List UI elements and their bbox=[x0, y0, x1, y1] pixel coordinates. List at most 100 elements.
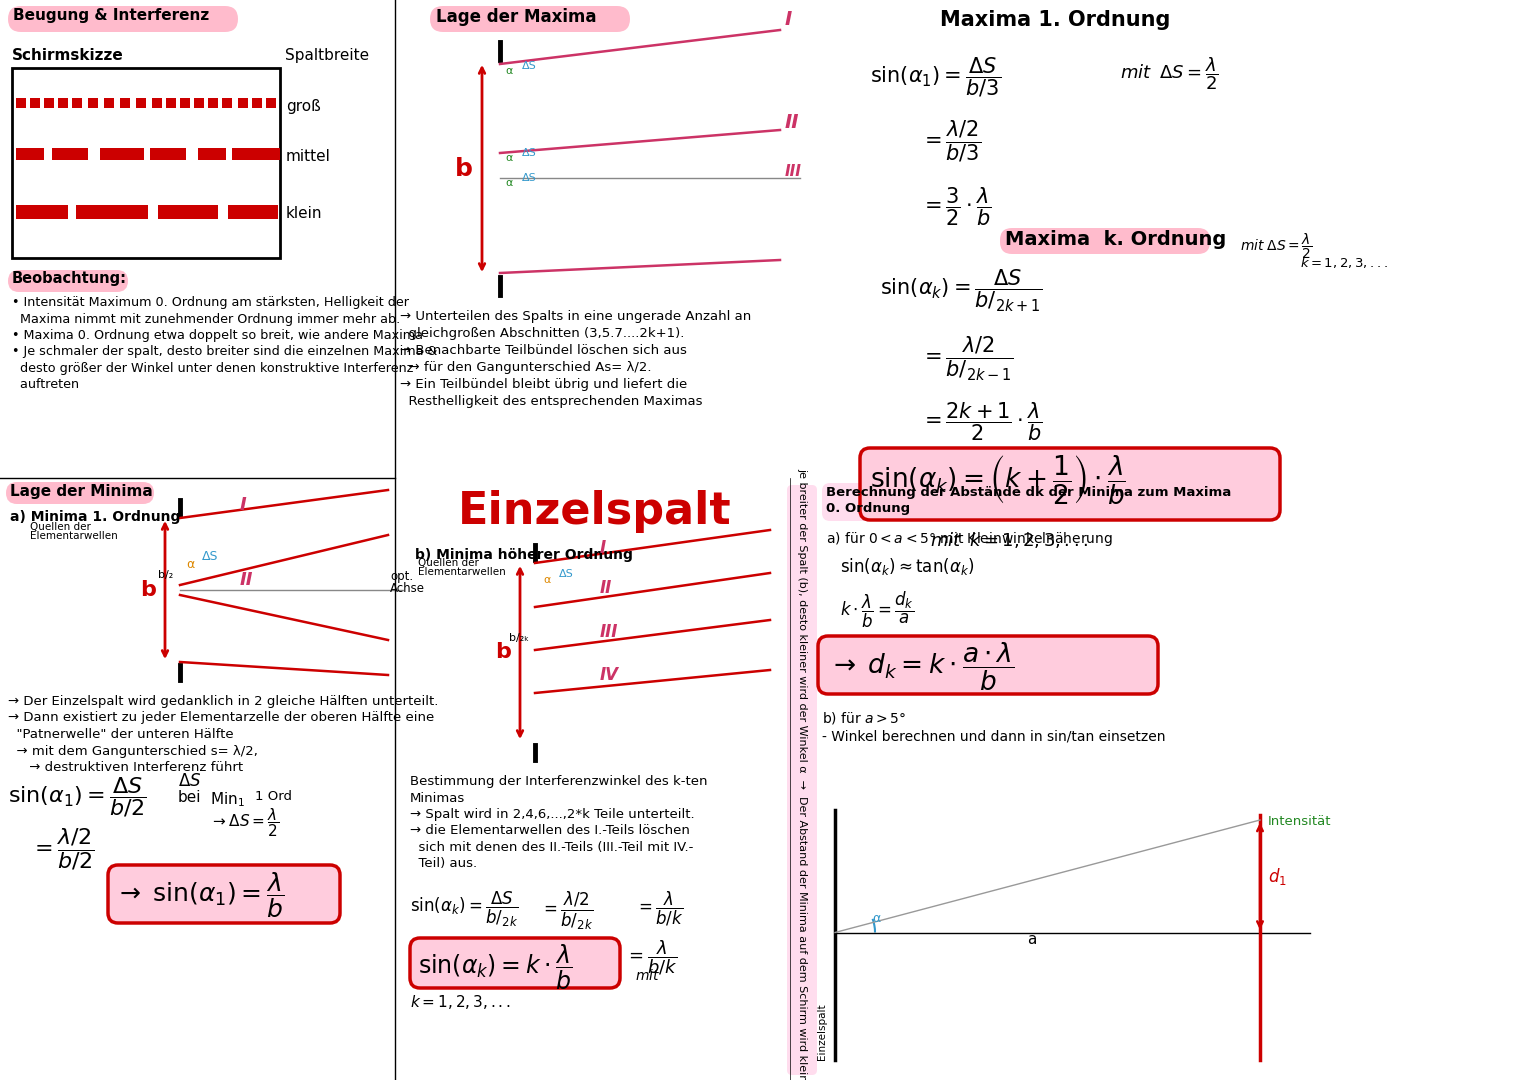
Text: b: b bbox=[496, 643, 511, 662]
Text: IV: IV bbox=[599, 666, 619, 684]
Text: a) für $0 < a < 5°$ mit Kleinwinkelnäherung: a) für $0 < a < 5°$ mit Kleinwinkelnäher… bbox=[827, 530, 1113, 548]
Text: Lage der Maxima: Lage der Maxima bbox=[436, 8, 596, 26]
Text: Achse: Achse bbox=[390, 582, 425, 595]
Text: Min$_1$: Min$_1$ bbox=[210, 789, 246, 809]
Bar bbox=[88, 98, 98, 108]
Text: $\sin(\alpha_k) = \dfrac{\Delta S}{b/_{2k+1}}$: $\sin(\alpha_k) = \dfrac{\Delta S}{b/_{2… bbox=[880, 268, 1043, 314]
Text: $\rightarrow \; d_k = k \cdot \dfrac{a \cdot \lambda}{b}$: $\rightarrow \; d_k = k \cdot \dfrac{a \… bbox=[828, 642, 1014, 693]
Text: → Dann existiert zu jeder Elementarzelle der oberen Hälfte eine: → Dann existiert zu jeder Elementarzelle… bbox=[8, 712, 435, 725]
Text: Quellen der: Quellen der bbox=[30, 522, 92, 532]
Text: III: III bbox=[785, 164, 802, 179]
Bar bbox=[180, 98, 191, 108]
Bar bbox=[149, 148, 186, 160]
Text: ΔS: ΔS bbox=[560, 569, 573, 579]
Text: mittel: mittel bbox=[287, 149, 331, 164]
Bar bbox=[152, 98, 162, 108]
Text: - Winkel berechnen und dann in sin/tan einsetzen: - Winkel berechnen und dann in sin/tan e… bbox=[822, 730, 1165, 744]
Text: $\sin(\alpha_k) = k \cdot \dfrac{\lambda}{b}$: $\sin(\alpha_k) = k \cdot \dfrac{\lambda… bbox=[418, 943, 572, 993]
Text: • Maxima 0. Ordnung etwa doppelt so breit, wie andere Maxima: • Maxima 0. Ordnung etwa doppelt so brei… bbox=[12, 329, 422, 342]
Bar bbox=[15, 205, 69, 219]
Text: $d_1$: $d_1$ bbox=[1267, 866, 1287, 887]
FancyBboxPatch shape bbox=[787, 485, 817, 1075]
Text: ΔS: ΔS bbox=[522, 173, 537, 183]
Text: $= \dfrac{3}{2} \cdot \dfrac{\lambda}{b}$: $= \dfrac{3}{2} \cdot \dfrac{\lambda}{b}… bbox=[920, 185, 991, 228]
Text: → destruktiven Interferenz führt: → destruktiven Interferenz führt bbox=[8, 761, 242, 774]
Bar bbox=[12, 68, 281, 258]
Text: $= \dfrac{\lambda}{b/k}$: $= \dfrac{\lambda}{b/k}$ bbox=[634, 890, 683, 928]
Text: • Je schmaler der spalt, desto breiter sind die einzelnen Maxima &: • Je schmaler der spalt, desto breiter s… bbox=[12, 346, 438, 359]
Text: a: a bbox=[1026, 932, 1037, 947]
Text: ΔS: ΔS bbox=[522, 60, 537, 71]
Text: a) Minima 1. Ordnung: a) Minima 1. Ordnung bbox=[11, 510, 180, 524]
Text: $\sin(\alpha_1) = \dfrac{\Delta S}{b/2}$: $\sin(\alpha_1) = \dfrac{\Delta S}{b/2}$ bbox=[8, 775, 146, 819]
Text: $\sin(\alpha_k) = \left(k + \dfrac{1}{2}\right) \cdot \dfrac{\lambda}{b}$: $\sin(\alpha_k) = \left(k + \dfrac{1}{2}… bbox=[869, 453, 1125, 507]
Text: sich mit denen des II.-Teils (III.-Teil mit IV.-: sich mit denen des II.-Teils (III.-Teil … bbox=[410, 841, 694, 854]
Text: α: α bbox=[505, 153, 512, 163]
Bar bbox=[101, 148, 143, 160]
Bar bbox=[104, 98, 114, 108]
Bar bbox=[229, 205, 278, 219]
Text: Einzelspalt: Einzelspalt bbox=[458, 490, 732, 534]
Text: Lage der Minima: Lage der Minima bbox=[11, 484, 152, 499]
Bar bbox=[159, 205, 218, 219]
Text: Schirmskizze: Schirmskizze bbox=[12, 48, 124, 63]
Text: auftreten: auftreten bbox=[12, 378, 79, 391]
Text: II: II bbox=[785, 113, 799, 132]
FancyBboxPatch shape bbox=[6, 482, 154, 504]
FancyBboxPatch shape bbox=[822, 483, 1202, 521]
Text: $k = 1,2,3,...$: $k = 1,2,3,...$ bbox=[410, 993, 511, 1011]
Bar bbox=[44, 98, 53, 108]
FancyBboxPatch shape bbox=[108, 865, 340, 923]
Text: $mit \;\; \Delta S = \dfrac{\lambda}{2}$: $mit \;\; \Delta S = \dfrac{\lambda}{2}$ bbox=[1119, 55, 1218, 92]
Text: Beobachtung:: Beobachtung: bbox=[12, 271, 127, 286]
Text: groß: groß bbox=[287, 99, 320, 114]
Text: b) Minima höherer Ordnung: b) Minima höherer Ordnung bbox=[415, 548, 633, 562]
Text: • Intensität Maximum 0. Ordnung am stärksten, Helligkeit der: • Intensität Maximum 0. Ordnung am stärk… bbox=[12, 296, 409, 309]
Bar bbox=[268, 148, 281, 160]
Text: Resthelligkeit des entsprechenden Maximas: Resthelligkeit des entsprechenden Maxima… bbox=[400, 395, 703, 408]
Text: b: b bbox=[454, 157, 473, 180]
Text: → Der Einzelspalt wird gedanklich in 2 gleiche Hälften unterteilt.: → Der Einzelspalt wird gedanklich in 2 g… bbox=[8, 696, 438, 708]
Bar bbox=[76, 205, 148, 219]
Text: → die Elementarwellen des I.-Teils löschen: → die Elementarwellen des I.-Teils lösch… bbox=[410, 824, 689, 837]
Text: b/₂ₖ: b/₂ₖ bbox=[509, 633, 529, 643]
Text: Einzelspalt: Einzelspalt bbox=[817, 1003, 827, 1059]
FancyBboxPatch shape bbox=[817, 636, 1157, 694]
Bar bbox=[238, 98, 249, 108]
Text: $mit \;\Delta S{=}\dfrac{\lambda}{2}$: $mit \;\Delta S{=}\dfrac{\lambda}{2}$ bbox=[1240, 232, 1313, 261]
Text: ΔS: ΔS bbox=[201, 550, 218, 563]
Text: klein: klein bbox=[287, 206, 322, 221]
Text: → für den Gangunterschied As= λ/2.: → für den Gangunterschied As= λ/2. bbox=[400, 361, 651, 374]
Text: desto größer der Winkel unter denen konstruktive Interferenz: desto größer der Winkel unter denen kons… bbox=[12, 362, 413, 375]
Text: $= \dfrac{\lambda/2}{b/_{2k}}$: $= \dfrac{\lambda/2}{b/_{2k}}$ bbox=[540, 890, 593, 932]
Text: α: α bbox=[505, 178, 512, 188]
Text: Beugung & Interferenz: Beugung & Interferenz bbox=[14, 8, 209, 23]
Bar bbox=[223, 98, 232, 108]
Bar bbox=[265, 98, 276, 108]
Text: Elementarwellen: Elementarwellen bbox=[30, 531, 117, 541]
Text: Spaltbreite: Spaltbreite bbox=[285, 48, 369, 63]
Text: $\sin(\alpha_k) = \dfrac{\Delta S}{b/_{2k}}$: $\sin(\alpha_k) = \dfrac{\Delta S}{b/_{2… bbox=[410, 890, 518, 929]
Text: α: α bbox=[505, 66, 512, 76]
Text: $k{=}1,2,3,...$: $k{=}1,2,3,...$ bbox=[1299, 255, 1388, 270]
Text: III: III bbox=[599, 623, 618, 642]
Text: b: b bbox=[140, 580, 156, 600]
Text: I: I bbox=[599, 539, 605, 557]
FancyBboxPatch shape bbox=[8, 6, 238, 32]
Text: Berechnung der Abstände dk der Minima zum Maxima: Berechnung der Abstände dk der Minima zu… bbox=[827, 486, 1231, 499]
Text: "Patnerwelle" der unteren Hälfte: "Patnerwelle" der unteren Hälfte bbox=[8, 728, 233, 741]
Text: α: α bbox=[543, 575, 551, 585]
Text: $= \dfrac{\lambda}{b/k}$: $= \dfrac{\lambda}{b/k}$ bbox=[625, 939, 677, 976]
Text: $\sin(\alpha_k) \approx \tan(\alpha_k)$: $\sin(\alpha_k) \approx \tan(\alpha_k)$ bbox=[840, 556, 974, 577]
Text: b) für $a > 5°$: b) für $a > 5°$ bbox=[822, 710, 906, 726]
Text: je breiter der Spalt (b), desto kleiner wird der Winkel α  →  Der Abstand der Mi: je breiter der Spalt (b), desto kleiner … bbox=[798, 468, 807, 1080]
Text: $= \dfrac{\lambda/2}{b/3}$: $= \dfrac{\lambda/2}{b/3}$ bbox=[920, 118, 981, 163]
Bar bbox=[166, 98, 175, 108]
FancyBboxPatch shape bbox=[860, 448, 1279, 519]
Text: $= \dfrac{\lambda/2}{b/2}$: $= \dfrac{\lambda/2}{b/2}$ bbox=[30, 826, 95, 872]
Text: $mit \;\; k = 1,2,3,...$: $mit \;\; k = 1,2,3,...$ bbox=[930, 530, 1089, 550]
Text: b/₂: b/₂ bbox=[159, 570, 174, 580]
Bar bbox=[232, 148, 268, 160]
Text: Quellen der: Quellen der bbox=[418, 558, 479, 568]
Text: II: II bbox=[599, 579, 612, 597]
